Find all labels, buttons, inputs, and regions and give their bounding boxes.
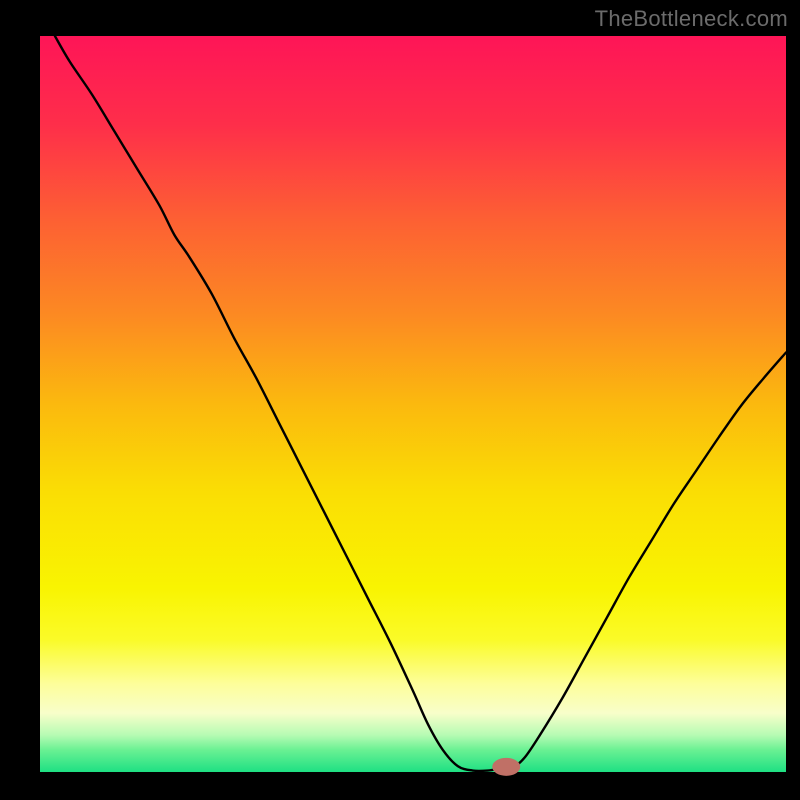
optimum-marker [492,758,520,776]
chart-background [40,36,786,772]
chart-svg [0,0,800,800]
bottleneck-chart: TheBottleneck.com [0,0,800,800]
attribution-text: TheBottleneck.com [595,6,788,32]
